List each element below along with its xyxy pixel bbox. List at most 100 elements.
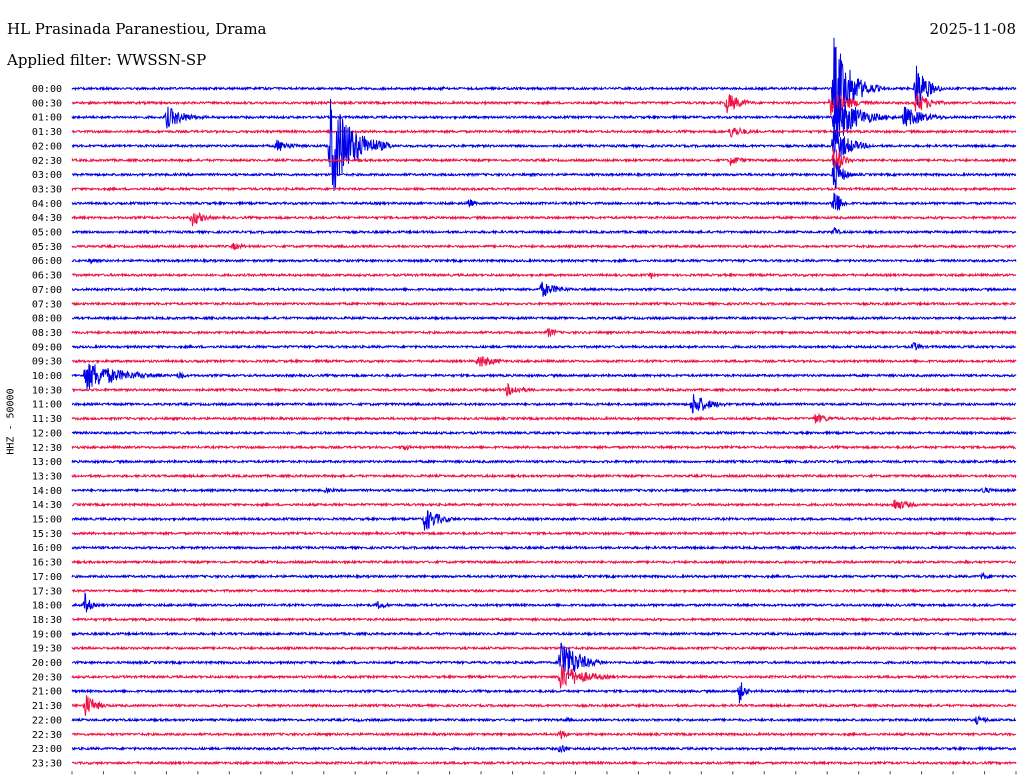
trace-row	[71, 645, 1017, 652]
trace-row	[71, 363, 1017, 391]
trace-row	[71, 126, 1017, 138]
row-label: 09:00	[32, 342, 62, 353]
row-label: 20:30	[32, 672, 62, 683]
row-label: 04:30	[32, 213, 62, 224]
row-label: 18:30	[32, 615, 62, 626]
trace-row	[71, 272, 1017, 279]
trace-row	[71, 544, 1017, 551]
trace-row	[71, 192, 1017, 211]
filter-line: Applied filter: WWSSN-SP	[7, 51, 206, 69]
trace-row	[71, 745, 1017, 753]
trace-row	[72, 616, 1017, 623]
trace-row	[71, 472, 1017, 479]
row-label: 22:30	[32, 730, 62, 741]
row-label: 13:00	[32, 457, 62, 468]
trace-row	[71, 444, 1017, 451]
row-label: 01:30	[32, 127, 62, 138]
time-ticks	[71, 771, 1017, 775]
row-label: 07:30	[32, 299, 62, 310]
trace-row	[71, 242, 1017, 251]
trace-row	[71, 382, 1017, 398]
row-label: 19:30	[32, 644, 62, 655]
trace-row	[71, 146, 1017, 170]
row-label: 10:00	[32, 371, 62, 382]
trace-row	[71, 571, 1017, 581]
trace-row	[71, 158, 1017, 190]
row-label: 05:00	[32, 228, 62, 239]
row-label: 14:30	[32, 500, 62, 511]
trace-rows	[71, 37, 1017, 766]
row-label: 18:00	[32, 601, 62, 612]
row-label: 12:30	[32, 443, 62, 454]
plot-date: 2025-11-08	[929, 20, 1016, 38]
trace-row	[71, 315, 1016, 322]
row-label: 06:30	[32, 271, 62, 282]
trace-row	[71, 211, 1017, 227]
trace-row	[71, 530, 1017, 537]
trace-row	[71, 98, 1017, 192]
row-label: 02:30	[32, 156, 62, 167]
row-label: 04:00	[32, 199, 62, 210]
trace-row	[71, 715, 1016, 725]
trace-row	[71, 300, 1017, 307]
trace-row	[71, 730, 1017, 740]
trace-row	[71, 682, 1017, 704]
filter-prefix: Applied filter:	[7, 51, 112, 69]
trace-row	[71, 37, 1017, 139]
row-label: 19:00	[32, 629, 62, 640]
trace-row	[71, 510, 1017, 531]
filter-value: WWSSN-SP	[116, 51, 207, 69]
trace-row	[71, 341, 1017, 351]
row-label: 16:30	[32, 558, 62, 569]
row-label: 08:00	[32, 314, 62, 325]
row-label: 03:30	[32, 184, 62, 195]
row-label: 00:30	[32, 98, 62, 109]
trace-row	[71, 356, 1017, 367]
row-label: 21:30	[32, 701, 62, 712]
trace-row	[71, 486, 1017, 494]
row-label: 08:30	[32, 328, 62, 339]
row-label: 14:00	[32, 486, 62, 497]
row-label: 17:00	[32, 572, 62, 583]
trace-row	[71, 499, 1017, 510]
row-label: 23:00	[32, 744, 62, 755]
row-label: 12:00	[32, 428, 62, 439]
row-label: 21:00	[32, 687, 62, 698]
trace-row	[72, 695, 1017, 716]
row-label: 10:30	[32, 385, 62, 396]
row-label: 00:00	[32, 84, 62, 95]
station-title: HL Prasinada Paranestiou, Drama	[7, 20, 267, 38]
trace-row	[71, 642, 1017, 679]
row-label: 11:00	[32, 400, 62, 411]
trace-row	[71, 92, 1016, 116]
trace-row	[71, 412, 1017, 424]
row-label: 22:00	[32, 715, 62, 726]
trace-row	[71, 328, 1017, 338]
trace-row	[71, 98, 1016, 142]
row-label: 03:00	[32, 170, 62, 181]
row-label: 23:30	[32, 758, 62, 769]
trace-row	[71, 587, 1017, 594]
trace-row	[71, 429, 1017, 436]
row-label: 02:00	[32, 141, 62, 152]
trace-row	[71, 281, 1017, 297]
row-label: 15:00	[32, 515, 62, 526]
row-label: 20:00	[32, 658, 62, 669]
row-label: 13:30	[32, 471, 62, 482]
trace-row	[71, 559, 1017, 565]
trace-row	[71, 664, 1017, 690]
trace-row	[71, 630, 1017, 637]
row-label: 16:00	[32, 543, 62, 554]
row-label: 05:30	[32, 242, 62, 253]
trace-row	[71, 458, 1017, 465]
row-labels: 00:00 00:30 01:00 01:30 02:00 02:30 03:00 03:30…	[32, 84, 62, 769]
trace-row	[71, 759, 1017, 766]
row-label: 15:30	[32, 529, 62, 540]
row-label: 06:00	[32, 256, 62, 267]
trace-row	[71, 394, 1017, 414]
row-label: 09:30	[32, 357, 62, 368]
trace-row	[71, 257, 1017, 265]
row-label: 07:00	[32, 285, 62, 296]
row-label: 17:30	[32, 586, 62, 597]
